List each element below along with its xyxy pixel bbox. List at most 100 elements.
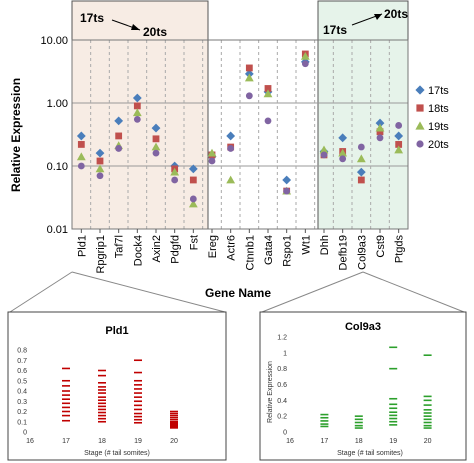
point-19ts-defb19: [338, 148, 348, 157]
point-18ts-col9a3: [357, 176, 365, 184]
point-20ts-wt1: [301, 60, 309, 68]
gene-label-wt1: Wt1: [300, 235, 312, 255]
point-17ts-taf7l: [114, 116, 124, 126]
pld1-ytick-0: 0: [23, 430, 27, 437]
pld1-xtick-19: 19: [134, 438, 142, 445]
point-20ts-defb19: [339, 155, 347, 163]
pld1-ytick-0-5: 0.5: [17, 378, 27, 385]
point-17ts-ptgds: [394, 131, 404, 141]
plot-area-border: [71, 39, 409, 230]
callout-left-b: [71, 271, 226, 313]
legend-marker-18ts: [416, 104, 424, 112]
point-20ts-taf7l: [115, 145, 123, 152]
gene-label-actr6: Actr6: [226, 235, 238, 261]
legend-marker-19ts: [415, 121, 425, 130]
point-20ts-actr6: [227, 145, 235, 152]
pld1-ytick-0-3: 0.3: [17, 399, 27, 406]
pld1-ytick-0-6: 0.6: [17, 368, 27, 375]
point-19ts-dock4: [132, 108, 142, 117]
annotation-left-from: 17ts: [80, 11, 104, 25]
annotation-right-to: 20ts: [384, 7, 408, 21]
point-17ts-rspo1: [282, 175, 292, 185]
point-18ts-fst: [189, 176, 197, 184]
inset-col9a3-ticks: 0 0.2 0.4 0.6 0.8 1 1.2 16 17 18 19 20: [277, 335, 431, 446]
annotation-left-arrowhead: [131, 24, 140, 30]
gene-label-ctnnb1: Ctnnb1: [244, 235, 256, 270]
inset-col9a3-points: [320, 346, 432, 429]
gene-label-ereg: Ereg: [207, 235, 219, 258]
inset-col9a3-frame: [259, 311, 467, 461]
y-tick-label-1-00: 1.00: [47, 98, 68, 110]
gene-label-taf7l: Taf7l: [114, 235, 126, 258]
point-19ts-pdgfd: [170, 167, 180, 176]
pld1-xtick-16: 16: [26, 438, 34, 445]
point-18ts-cst9: [376, 128, 384, 136]
inset-pld1-title: Pld1: [105, 325, 128, 337]
col9a3-ytick-0-4: 0.4: [277, 398, 287, 405]
point-17ts-rpgrip1: [95, 148, 105, 158]
point-20ts-rpgrip1: [96, 172, 104, 180]
point-18ts-gata4: [264, 85, 272, 92]
main-chart: 0.01 0.10 1.00 10.00 Pld1 Rpgrip1 Taf7l Dock4 A…: [9, 0, 465, 313]
point-18ts-axin2: [152, 135, 160, 143]
point-17ts-dock4: [132, 93, 142, 103]
point-18ts-pld1: [77, 141, 85, 148]
point-20ts-fst: [189, 195, 197, 203]
legend-label-19ts: 19ts: [428, 121, 449, 133]
annotation-right-arrowhead: [374, 14, 382, 20]
col9a3-ytick-0-6: 0.6: [277, 382, 287, 389]
point-19ts-actr6: [226, 175, 236, 184]
legend: 17ts 18ts 19ts 20ts: [415, 85, 449, 151]
col9a3-ytick-1-2: 1.2: [277, 335, 287, 342]
y-axis-title: Relative Expression: [9, 78, 23, 192]
y-tick-label-0-01: 0.01: [47, 224, 68, 236]
pld1-xtick-17: 17: [62, 438, 70, 445]
point-20ts-col9a3: [357, 143, 365, 151]
inset-col9a3-ylabel: Relative Expression: [267, 361, 274, 423]
point-20ts-gata4: [264, 117, 272, 125]
gene-label-cst9: Cst9: [375, 235, 387, 258]
point-17ts-axin2: [151, 123, 161, 133]
annotation-left-to: 20ts: [143, 25, 167, 39]
col9a3-xtick-17: 17: [321, 438, 329, 445]
inset-chart-pld1: Pld1 Stage (# tail somites) 0 0.1 0.2 0.3 0.…: [7, 311, 227, 461]
pld1-ytick-0-8: 0.8: [17, 348, 27, 355]
point-18ts-ptgds: [395, 141, 403, 148]
x-axis-title: Gene Name: [205, 286, 271, 300]
point-19ts-ctnnb1: [244, 73, 254, 82]
point-19ts-pld1: [76, 152, 86, 161]
gene-label-rspo1: Rspo1: [282, 235, 294, 267]
point-19ts-cst9: [375, 123, 385, 132]
point-20ts-dhh: [320, 151, 328, 159]
col9a3-xtick-16: 16: [286, 438, 294, 445]
point-18ts-rpgrip1: [96, 157, 104, 165]
gene-label-col9a3: Col9a3: [356, 235, 368, 270]
inset-pld1-frame: [7, 311, 227, 461]
col9a3-ytick-0-2: 0.2: [277, 414, 287, 421]
point-20ts-rspo1: [283, 187, 291, 195]
col9a3-xtick-19: 19: [389, 438, 397, 445]
inset-pld1-ticks: 0 0.1 0.2 0.3 0.4 0.5 0.6 0.7 0.8 16 17 18 19 20: [17, 348, 178, 446]
col9a3-ytick-1: 1: [283, 350, 287, 357]
col9a3-ytick-0-8: 0.8: [277, 366, 287, 373]
inset-col9a3-title: Col9a3: [345, 321, 381, 333]
point-19ts-wt1: [300, 51, 310, 60]
point-19ts-dhh: [319, 145, 329, 154]
inset-pld1-points: [62, 359, 178, 429]
point-18ts-taf7l: [115, 132, 123, 140]
gene-label-dhh: Dhh: [319, 235, 331, 255]
point-17ts-pld1: [76, 131, 86, 141]
point-20ts-ctnnb1: [245, 92, 253, 100]
pld1-ytick-0-2: 0.2: [17, 409, 27, 416]
legend-marker-20ts: [416, 140, 424, 148]
gene-labels: Pld1 Rpgrip1 Taf7l Dock4 Axin2 Pdgfd Fst Ereg Ac…: [76, 229, 406, 274]
col9a3-xtick-18: 18: [355, 438, 363, 445]
gene-label-pdgfd: Pdgfd: [170, 235, 182, 264]
legend-marker-17ts: [415, 85, 425, 95]
col9a3-xtick-20: 20: [424, 438, 432, 445]
point-17ts-col9a3: [356, 167, 366, 177]
gene-label-rpgrip1: Rpgrip1: [95, 235, 107, 274]
callout-right-a: [261, 271, 364, 313]
point-19ts-rpgrip1: [95, 164, 105, 173]
